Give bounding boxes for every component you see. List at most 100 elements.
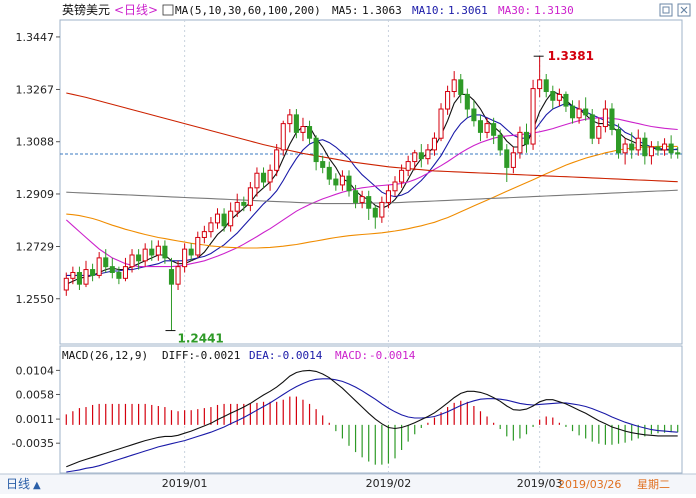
candle: [451, 71, 457, 98]
candle-body: [155, 245, 161, 256]
candle-body: [543, 79, 549, 93]
candle-body: [523, 131, 530, 145]
ma-params: MA(5,10,30,60,100,200): [175, 4, 321, 17]
candle-body: [379, 201, 385, 218]
macd-tick-label: 0.0011: [16, 413, 55, 426]
candle-body: [313, 137, 319, 163]
macd-label: MACD:: [335, 349, 368, 362]
candle: [339, 170, 345, 191]
candle-body: [675, 152, 681, 155]
ma-toggle-icon[interactable]: [162, 4, 174, 16]
candle-body: [366, 196, 372, 209]
candle-body: [129, 254, 135, 268]
candle-body: [569, 105, 576, 119]
candle-body: [385, 190, 391, 203]
macd-tick-label: 0.0058: [16, 388, 55, 401]
price-tick-label: 1.2550: [16, 293, 55, 306]
candle: [313, 135, 319, 171]
candle-body: [629, 143, 635, 151]
period-button[interactable]: 日线 ▲: [6, 477, 41, 491]
diff-line: [66, 369, 678, 468]
candle-body: [228, 210, 234, 227]
candle: [129, 249, 135, 273]
candle: [70, 266, 76, 285]
candle-body: [346, 175, 352, 192]
candle: [655, 141, 661, 156]
candle: [96, 252, 102, 279]
candle-body: [583, 108, 589, 116]
period-arrow-icon[interactable]: ▲: [33, 480, 41, 491]
candle-body: [96, 257, 102, 276]
candle: [464, 88, 470, 118]
candle: [517, 126, 523, 159]
candle: [142, 243, 148, 267]
candle: [596, 117, 602, 145]
candle: [556, 88, 562, 107]
candle-body: [241, 201, 247, 206]
candle: [260, 167, 267, 188]
candle-body: [136, 254, 142, 262]
candle-body: [83, 269, 89, 285]
candle-body: [537, 79, 543, 90]
candle-body: [90, 269, 96, 276]
ma30-label: MA30:: [498, 4, 531, 17]
candle: [90, 263, 96, 282]
candle-body: [372, 207, 378, 218]
candle: [550, 85, 556, 110]
candle: [234, 193, 240, 218]
candle: [182, 243, 188, 273]
toggle-icon[interactable]: [659, 3, 673, 17]
candle-body: [616, 128, 622, 154]
candle-body: [247, 187, 253, 206]
candle-body: [300, 126, 306, 133]
candle: [168, 257, 175, 331]
candle-body: [320, 161, 326, 168]
candle-body: [622, 143, 628, 154]
candle-body: [517, 131, 523, 154]
candle: [491, 117, 497, 145]
instrument-title: 英镑美元: [62, 2, 110, 17]
high-label: 1.3381: [548, 49, 594, 63]
candle: [280, 120, 286, 156]
candle: [431, 132, 437, 156]
candle-body: [214, 213, 221, 224]
candle-body: [635, 137, 641, 151]
candle-body: [399, 169, 405, 183]
candle-body: [668, 143, 674, 154]
period-button-label[interactable]: 日线: [6, 477, 30, 491]
candle: [293, 109, 299, 139]
candle: [175, 260, 181, 290]
macd-params: MACD(26,12,9): [62, 349, 148, 362]
candle: [228, 202, 234, 232]
candle-body: [602, 108, 608, 128]
candle-body: [497, 134, 503, 151]
candle-body: [339, 175, 345, 186]
candle: [458, 74, 464, 104]
candle-body: [76, 271, 82, 285]
close-icon[interactable]: [677, 3, 691, 17]
period-label: <日线>: [114, 3, 158, 17]
candle: [635, 129, 641, 156]
low-label: 1.2441: [177, 332, 223, 346]
candle: [353, 184, 359, 209]
candle-body: [195, 236, 201, 256]
candle-body: [392, 181, 398, 192]
ma10-label: MA10:: [412, 4, 445, 17]
candle-body: [491, 123, 497, 136]
candle: [333, 173, 339, 191]
candle: [642, 132, 648, 165]
candle: [188, 243, 194, 261]
candle: [214, 208, 221, 229]
candle-body: [221, 213, 227, 227]
candle-body: [609, 108, 615, 130]
candle-body: [596, 126, 602, 139]
candle: [320, 155, 326, 174]
candle: [412, 149, 418, 171]
candle-body: [431, 137, 437, 151]
candle-body: [563, 93, 569, 107]
candle-body: [484, 123, 490, 133]
candle: [668, 135, 674, 159]
candle: [300, 117, 306, 142]
